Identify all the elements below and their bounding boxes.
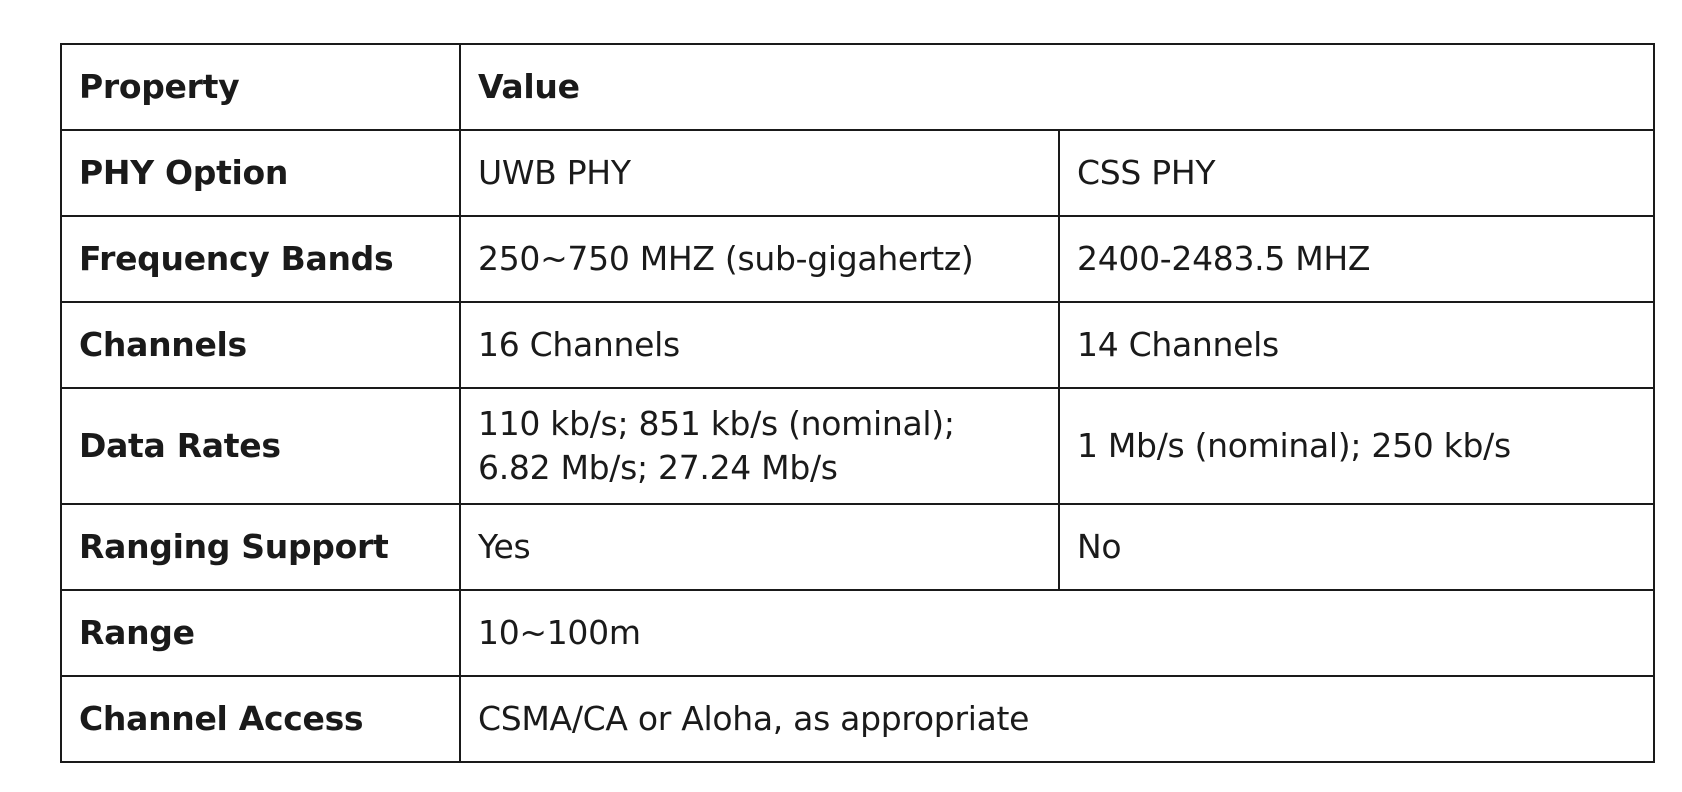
row-label: Frequency Bands <box>60 215 461 303</box>
uwb-cell: 250~750 MHZ (sub-gigahertz) <box>459 215 1060 303</box>
table-row: PHY Option UWB PHY CSS PHY <box>60 129 1656 217</box>
uwb-cell: 16 Channels <box>459 301 1060 389</box>
table-row: Frequency Bands 250~750 MHZ (sub-gigaher… <box>60 215 1656 303</box>
css-cell: 1 Mb/s (nominal); 250 kb/s <box>1057 387 1656 505</box>
css-cell: CSS PHY <box>1057 129 1656 217</box>
header-property: Property <box>60 43 461 131</box>
row-label: PHY Option <box>60 129 461 217</box>
header-row: Property Value <box>60 43 1656 131</box>
uwb-cell: Yes <box>459 503 1060 591</box>
value-cell: 10~100m <box>458 589 1656 677</box>
uwb-cell-line: 6.82 Mb/s; 27.24 Mb/s <box>478 448 838 487</box>
row-label: Channels <box>60 301 461 389</box>
row-label: Channel Access <box>60 675 461 763</box>
phy-comparison-table: Property Value PHY Option UWB PHY CSS PH… <box>60 43 1656 763</box>
uwb-cell-line: 110 kb/s; 851 kb/s (nominal); <box>478 404 955 443</box>
table-row: Range 10~100m <box>60 589 1656 677</box>
css-cell: 2400-2483.5 MHZ <box>1057 215 1656 303</box>
uwb-cell: UWB PHY <box>459 129 1060 217</box>
table-row: Channel Access CSMA/CA or Aloha, as appr… <box>60 675 1656 763</box>
table-row: Channels 16 Channels 14 Channels <box>60 301 1656 389</box>
row-label: Ranging Support <box>60 503 461 591</box>
value-cell: CSMA/CA or Aloha, as appropriate <box>458 675 1656 763</box>
row-label: Data Rates <box>60 387 461 505</box>
uwb-cell: 110 kb/s; 851 kb/s (nominal); 6.82 Mb/s;… <box>459 387 1060 505</box>
row-label: Range <box>60 589 461 677</box>
css-cell: 14 Channels <box>1057 301 1656 389</box>
header-value: Value <box>458 43 1656 131</box>
table-row: Data Rates 110 kb/s; 851 kb/s (nominal);… <box>60 387 1656 505</box>
table-row: Ranging Support Yes No <box>60 503 1656 591</box>
css-cell: No <box>1057 503 1656 591</box>
